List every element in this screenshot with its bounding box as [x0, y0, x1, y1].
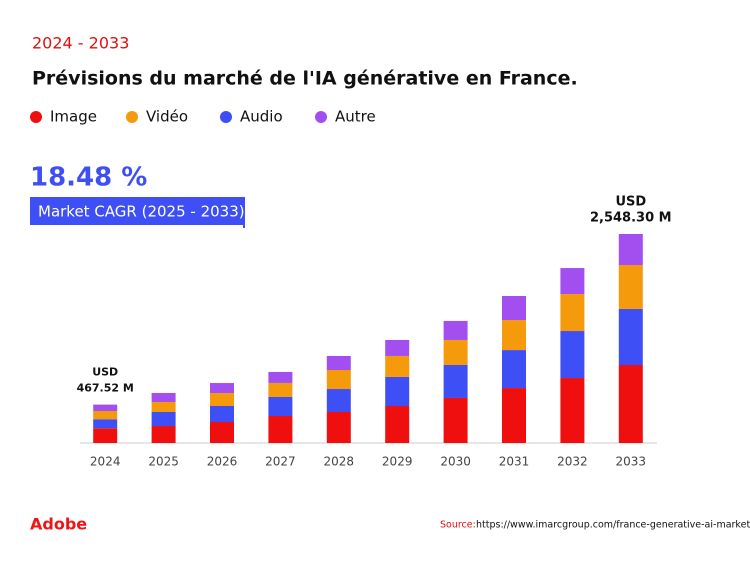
- legend-label: Audio: [240, 108, 283, 126]
- bar-segment: [560, 378, 585, 443]
- bar-segment: [268, 396, 293, 417]
- x-tick-label: 2029: [382, 455, 413, 469]
- legend-label: Image: [50, 108, 97, 126]
- bar-segment: [560, 331, 585, 379]
- bar-segment: [326, 389, 351, 412]
- total-label: USD: [92, 366, 118, 379]
- legend-marker: [220, 111, 232, 123]
- legend-label: Vidéo: [146, 108, 188, 126]
- legend-label: Autre: [335, 108, 376, 126]
- x-tick-label: 2027: [265, 455, 296, 469]
- source-label: Source:: [440, 520, 476, 531]
- bar-segment: [385, 406, 410, 443]
- cagr-box: [30, 197, 244, 225]
- bar-segment: [618, 265, 643, 309]
- bar-segment: [502, 388, 526, 443]
- bar-segment: [268, 371, 293, 383]
- bar-segment: [210, 406, 234, 423]
- bar-segment: [151, 411, 176, 427]
- x-tick-label: 2031: [499, 455, 530, 469]
- bar-segment: [326, 369, 351, 390]
- total-label: 467.52 M: [77, 382, 134, 395]
- total-label: USD: [615, 195, 646, 210]
- bar-segment: [326, 411, 351, 443]
- bar-segment: [385, 339, 410, 356]
- bar-segment: [268, 416, 293, 443]
- bar-segment: [268, 382, 293, 397]
- logo: Adobe: [30, 515, 87, 534]
- bar-segment: [502, 350, 526, 389]
- bar-segment: [151, 401, 176, 412]
- bar-segment: [443, 320, 468, 340]
- bar-segment: [385, 355, 410, 377]
- x-tick-label: 2028: [324, 455, 355, 469]
- bar-segment: [151, 392, 176, 402]
- bar-segment: [618, 308, 643, 365]
- bar-segment: [93, 419, 118, 429]
- legend-marker: [30, 111, 42, 123]
- x-tick-label: 2025: [148, 455, 179, 469]
- bar-segment: [326, 355, 351, 370]
- bar-segment: [443, 339, 468, 365]
- bar-segment: [618, 364, 643, 443]
- bar-segment: [385, 376, 410, 407]
- total-label: 2,548.30 M: [590, 211, 672, 226]
- x-tick-label: 2032: [557, 455, 588, 469]
- bar-segment: [443, 397, 468, 443]
- x-tick-label: 2026: [207, 455, 238, 469]
- bar-segment: [93, 404, 118, 412]
- bar-segment: [93, 411, 118, 420]
- bar-segment: [151, 426, 176, 443]
- bar-segment: [560, 294, 585, 332]
- chart-subtitle: 2024 - 2033: [32, 34, 129, 53]
- cagr-value: 18.48 %: [30, 163, 147, 193]
- bar-segment: [210, 393, 234, 407]
- cagr-label: Market CAGR (2025 - 2033): [38, 203, 245, 221]
- bar-segment: [443, 364, 468, 398]
- legend-marker: [315, 111, 327, 123]
- x-tick-label: 2024: [90, 455, 121, 469]
- chart-title: Prévisions du marché de l'IA générative …: [32, 68, 578, 90]
- legend-marker: [126, 111, 138, 123]
- bar-segment: [502, 296, 526, 321]
- bar-segment: [618, 234, 643, 266]
- bar-segment: [210, 422, 234, 443]
- source-url: https://www.imarcgroup.com/france-genera…: [476, 520, 750, 531]
- bar-segment: [93, 428, 118, 443]
- x-tick-label: 2030: [440, 455, 471, 469]
- bar-segment: [502, 320, 526, 351]
- x-tick-label: 2033: [616, 455, 647, 469]
- bar-segment: [210, 383, 234, 394]
- bar-segment: [560, 268, 585, 295]
